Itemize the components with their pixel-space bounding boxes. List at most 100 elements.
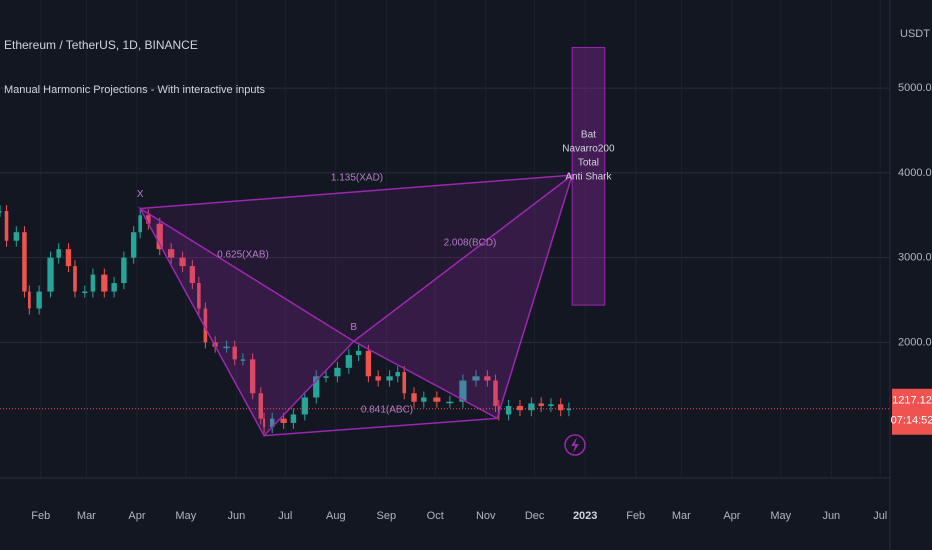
candle	[232, 346, 237, 360]
price-label: 1217.12	[892, 395, 932, 407]
candle	[4, 211, 9, 241]
candle	[121, 257, 127, 284]
candle	[73, 266, 77, 292]
candle	[402, 372, 407, 394]
candle	[189, 266, 196, 284]
candle	[90, 274, 96, 292]
candle	[290, 414, 297, 423]
zone-label: Anti Shark	[565, 172, 612, 183]
plot	[0, 0, 890, 478]
y-tick-label: 5000.00	[898, 82, 932, 94]
candle	[395, 372, 400, 377]
candle	[323, 376, 329, 378]
x-tick-label: 2023	[573, 510, 597, 522]
ratio-line	[140, 174, 573, 210]
candle	[459, 380, 467, 402]
candle	[27, 291, 31, 309]
x-tick-label: Oct	[427, 510, 444, 522]
candle	[334, 367, 341, 377]
x-tick-label: Aug	[326, 510, 346, 522]
candle	[345, 355, 352, 368]
candle	[0, 211, 2, 213]
candle	[497, 405, 500, 415]
candle	[421, 397, 427, 402]
x-tick-label: Jun	[227, 510, 245, 522]
candle	[22, 232, 27, 292]
candle	[156, 223, 163, 250]
candle	[313, 376, 320, 398]
candle	[223, 346, 230, 349]
zone-label: Bat	[581, 130, 596, 141]
y-tick-label: 2000.00	[898, 336, 932, 348]
pattern-triangle	[352, 173, 574, 420]
ratio-label: 0.841(ABC)	[361, 405, 413, 416]
ratio-line	[353, 174, 573, 342]
point-label: B	[350, 322, 357, 333]
ratio-label: 2.008(BCD)	[444, 238, 497, 249]
candle	[355, 350, 362, 356]
candle	[411, 393, 417, 402]
candle	[516, 405, 524, 411]
projection-zone	[571, 46, 606, 306]
ratio-label: 1.135(XAD)	[331, 173, 383, 184]
y-tick-label: 4000.00	[898, 167, 932, 179]
candle	[493, 380, 498, 406]
countdown-label: 07:14:52	[891, 415, 932, 427]
candle	[197, 283, 201, 309]
x-tick-label: Mar	[77, 510, 96, 522]
candle	[472, 376, 480, 381]
alert-icon	[571, 437, 579, 453]
chart-subtitle: Manual Harmonic Projections - With inter…	[4, 84, 266, 96]
candle	[566, 408, 572, 411]
candle	[56, 249, 61, 258]
price-badge	[892, 388, 932, 435]
x-tick-label: Jun	[822, 510, 840, 522]
alert-icon	[564, 434, 586, 456]
candle	[65, 249, 72, 267]
candle	[258, 393, 264, 419]
candle	[484, 376, 491, 381]
candle	[179, 257, 186, 267]
candle	[13, 232, 19, 241]
candle	[558, 404, 564, 411]
candle	[240, 359, 246, 361]
point-label: X	[137, 189, 144, 200]
candle	[130, 232, 137, 258]
candle	[249, 359, 256, 394]
x-tick-label: Nov	[476, 510, 496, 522]
candle	[138, 215, 142, 233]
candle	[365, 350, 372, 377]
candle	[505, 405, 512, 415]
candle	[301, 397, 308, 415]
candle	[47, 257, 54, 292]
chart-title: Ethereum / TetherUS, 1D, BINANCE	[4, 38, 198, 52]
candle	[433, 397, 441, 402]
x-tick-label: Apr	[723, 510, 740, 522]
pattern-fill	[140, 175, 573, 342]
x-tick-label: May	[770, 510, 791, 522]
candle	[538, 403, 544, 406]
candle	[375, 376, 381, 381]
candle	[82, 291, 88, 294]
candle	[548, 404, 554, 406]
x-tick-label: Feb	[31, 510, 50, 522]
x-tick-label: May	[175, 510, 196, 522]
x-tick-label: Jul	[873, 510, 887, 522]
zone-label: Total	[578, 158, 599, 169]
x-tick-label: Sep	[377, 510, 397, 522]
candle	[111, 283, 117, 292]
candle	[263, 418, 266, 428]
ratio-line	[139, 207, 355, 342]
ratio-label: 0.625(XAB)	[217, 250, 269, 261]
ratio-line	[264, 417, 498, 437]
x-tick-label: Apr	[128, 510, 145, 522]
candle	[528, 403, 535, 411]
candle	[269, 418, 275, 428]
candle	[101, 274, 108, 292]
candle	[446, 401, 454, 404]
zone-label: Navarro200	[562, 144, 615, 155]
candle	[203, 308, 208, 343]
x-tick-label: Mar	[672, 510, 691, 522]
